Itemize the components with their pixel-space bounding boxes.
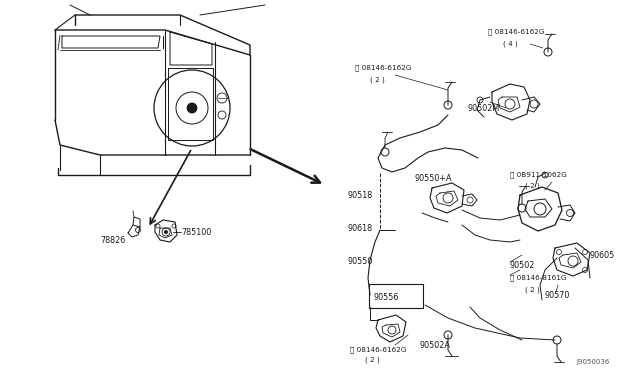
- Text: 90556: 90556: [374, 292, 399, 301]
- Text: ( 4 ): ( 4 ): [503, 41, 518, 47]
- Text: 90550: 90550: [348, 257, 373, 266]
- Text: Ⓑ 08146-8161G: Ⓑ 08146-8161G: [510, 275, 566, 281]
- Text: 90518: 90518: [348, 190, 373, 199]
- Text: 90570: 90570: [545, 291, 570, 299]
- Text: ( 2 ): ( 2 ): [370, 77, 385, 83]
- Text: J9050036: J9050036: [577, 359, 610, 365]
- Text: 90502: 90502: [510, 260, 536, 269]
- Text: Ⓑ 08146-6162G: Ⓑ 08146-6162G: [355, 65, 412, 71]
- Text: 90502A: 90502A: [420, 340, 451, 350]
- Text: ( 2 ): ( 2 ): [525, 183, 540, 189]
- FancyBboxPatch shape: [369, 284, 423, 308]
- Text: 90605: 90605: [590, 250, 615, 260]
- Text: Ⓑ 08146-6162G: Ⓑ 08146-6162G: [488, 29, 545, 35]
- Text: 78826: 78826: [100, 235, 125, 244]
- Circle shape: [164, 231, 168, 234]
- Text: 90502M: 90502M: [468, 103, 500, 112]
- Text: ( 2 ): ( 2 ): [365, 357, 380, 363]
- Text: Ⓝ 0B911-1062G: Ⓝ 0B911-1062G: [510, 172, 567, 178]
- Text: Ⓑ 08146-6162G: Ⓑ 08146-6162G: [350, 347, 406, 353]
- Text: 90550+A: 90550+A: [415, 173, 452, 183]
- Text: 90618: 90618: [348, 224, 373, 232]
- Circle shape: [187, 103, 197, 113]
- Text: ( 2 ): ( 2 ): [525, 287, 540, 293]
- Text: 785100: 785100: [181, 228, 211, 237]
